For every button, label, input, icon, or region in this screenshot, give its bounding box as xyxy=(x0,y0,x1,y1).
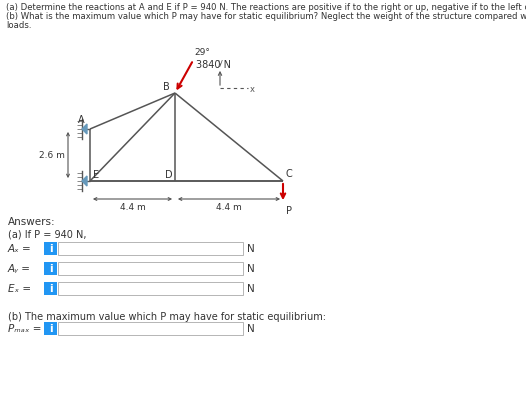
Text: 4.4 m: 4.4 m xyxy=(119,203,145,211)
Text: Pₘₐₓ =: Pₘₐₓ = xyxy=(8,323,42,333)
Text: N: N xyxy=(247,243,255,253)
Text: C: C xyxy=(286,168,293,178)
FancyBboxPatch shape xyxy=(44,262,57,275)
Text: loads.: loads. xyxy=(6,21,32,30)
Text: (b) What is the maximum value which P may have for static equilibrium? Neglect t: (b) What is the maximum value which P ma… xyxy=(6,12,526,21)
Text: i: i xyxy=(49,283,52,293)
Polygon shape xyxy=(82,176,87,186)
Text: N: N xyxy=(247,323,255,333)
Polygon shape xyxy=(82,125,87,135)
Text: E: E xyxy=(93,170,99,180)
FancyBboxPatch shape xyxy=(44,322,57,335)
Text: (a) Determine the reactions at A and E if P = 940 N. The reactions are positive : (a) Determine the reactions at A and E i… xyxy=(6,3,526,12)
FancyBboxPatch shape xyxy=(44,282,57,295)
Text: (b) The maximum value which P may have for static equilibrium:: (b) The maximum value which P may have f… xyxy=(8,311,326,321)
FancyBboxPatch shape xyxy=(44,242,57,255)
Text: Aₓ =: Aₓ = xyxy=(8,243,32,253)
Text: 3840 N: 3840 N xyxy=(196,60,231,70)
FancyBboxPatch shape xyxy=(58,322,243,335)
Text: A: A xyxy=(78,115,85,125)
FancyBboxPatch shape xyxy=(58,262,243,275)
Text: i: i xyxy=(49,323,52,333)
Text: (a) If P = 940 N,: (a) If P = 940 N, xyxy=(8,229,86,239)
Text: i: i xyxy=(49,263,52,273)
Text: Aᵧ =: Aᵧ = xyxy=(8,263,31,273)
Text: N: N xyxy=(247,283,255,293)
Text: P: P xyxy=(286,205,292,215)
Text: 4.4 m: 4.4 m xyxy=(216,203,242,211)
Text: i: i xyxy=(49,243,52,253)
Text: Eₓ =: Eₓ = xyxy=(8,283,31,293)
Text: Answers:: Answers: xyxy=(8,217,56,227)
FancyBboxPatch shape xyxy=(58,242,243,255)
Text: x: x xyxy=(250,84,255,93)
Text: B: B xyxy=(163,82,170,92)
Text: y: y xyxy=(217,58,222,67)
Text: 2.6 m: 2.6 m xyxy=(39,151,65,160)
Text: 29°: 29° xyxy=(195,48,210,57)
Text: N: N xyxy=(247,263,255,273)
FancyBboxPatch shape xyxy=(58,282,243,295)
Text: D: D xyxy=(165,170,173,180)
